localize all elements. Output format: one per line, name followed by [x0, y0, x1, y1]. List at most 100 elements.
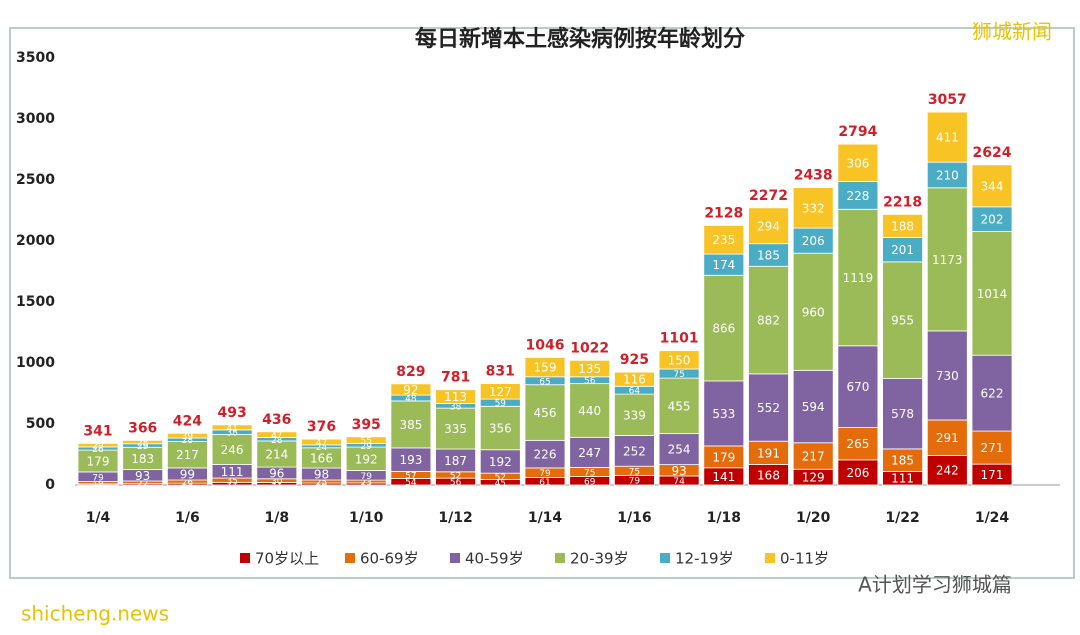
- segment-label: 217: [176, 448, 199, 462]
- segment-label: 129: [802, 471, 825, 485]
- segment-label: 79: [92, 473, 104, 483]
- segment-label: 74: [673, 477, 685, 487]
- segment-label: 150: [668, 353, 691, 367]
- x-tick-label: 1/20: [796, 510, 831, 526]
- bar-segment: [614, 435, 655, 467]
- bar-segment: [301, 438, 342, 446]
- segment-label: 28: [137, 439, 149, 449]
- segment-label: 294: [757, 219, 780, 233]
- segment-label: 45: [495, 479, 506, 489]
- total-label: 781: [441, 370, 470, 386]
- segment-label: 17: [360, 480, 371, 490]
- segment-label: 75: [584, 469, 595, 479]
- segment-label: 159: [534, 361, 557, 375]
- bar-segment: [658, 350, 700, 370]
- legend-swatch: [660, 553, 670, 563]
- segment-label: 168: [757, 468, 780, 482]
- segment-label: 29: [92, 442, 104, 452]
- segment-label: 41: [226, 424, 237, 434]
- bar-segment: [882, 377, 923, 450]
- x-tick-label: 1/18: [707, 510, 741, 526]
- bar-segment: [926, 330, 968, 421]
- segment-label: 75: [673, 370, 684, 380]
- segment-label: 47: [316, 438, 327, 448]
- segment-label: 226: [534, 448, 557, 462]
- bar-segment: [837, 208, 879, 347]
- bar-segment: [837, 143, 879, 182]
- bar-segment: [926, 419, 968, 456]
- segment-label: 22: [226, 480, 237, 490]
- total-label: 2218: [883, 194, 922, 210]
- bar-segment: [479, 405, 521, 451]
- segment-label: 52: [495, 473, 506, 483]
- segment-label: 456: [534, 406, 557, 420]
- total-label: 2272: [749, 188, 788, 204]
- y-tick-label: 3500: [16, 50, 55, 66]
- segment-label: 179: [87, 455, 110, 469]
- legend-swatch: [555, 553, 565, 563]
- segment-label: 622: [981, 387, 1004, 401]
- watermark: 狮城新闻: [972, 20, 1052, 44]
- segment-label: 79: [539, 469, 551, 479]
- legend-label: 70岁以上: [255, 550, 319, 568]
- segment-label: 30: [271, 477, 283, 487]
- legend-label: 20-39岁: [570, 550, 629, 568]
- bar-segment: [792, 442, 834, 470]
- bar-segment: [703, 274, 745, 382]
- total-label: 366: [128, 420, 157, 436]
- segment-label: 960: [802, 305, 825, 319]
- segment-label: 265: [846, 437, 869, 451]
- segment-label: 206: [802, 234, 825, 248]
- bar-segment: [971, 164, 1013, 208]
- segment-label: 24: [316, 443, 328, 453]
- bar-segment: [748, 265, 789, 375]
- segment-label: 93: [671, 464, 686, 478]
- segment-label: 116: [623, 373, 646, 387]
- segment-label: 344: [981, 179, 1004, 193]
- segment-label: 191: [757, 446, 780, 460]
- segment-label: 19: [92, 479, 104, 489]
- segment-label: 52: [450, 471, 461, 481]
- segment-label: 385: [399, 418, 422, 432]
- bar-segment: [524, 384, 566, 441]
- legend-label: 60-69岁: [360, 550, 419, 568]
- segment-label: 9: [95, 481, 101, 491]
- legend-label: 0-11岁: [780, 550, 829, 568]
- segment-label: 252: [623, 444, 646, 458]
- bar-segment: [256, 440, 298, 468]
- bar-segment: [122, 439, 164, 445]
- bar-segment: [971, 430, 1013, 465]
- segment-label: 235: [712, 233, 735, 247]
- segment-label: 214: [265, 448, 288, 462]
- bar-segment: [211, 434, 253, 465]
- bar-segment: [748, 373, 789, 442]
- total-label: 829: [396, 364, 425, 380]
- chart-title: 每日新增本土感染病例按年龄划分: [415, 26, 745, 52]
- segment-label: 111: [891, 472, 914, 486]
- total-label: 2128: [704, 205, 743, 221]
- segment-label: 955: [891, 314, 914, 328]
- total-label: 2794: [838, 124, 877, 140]
- bar-segment: [390, 383, 432, 396]
- segment-label: 356: [489, 422, 512, 436]
- segment-label: 306: [846, 156, 869, 170]
- bar-segment: [569, 359, 611, 378]
- total-label: 1101: [660, 331, 699, 347]
- segment-label: 26: [182, 478, 194, 488]
- segment-label: 185: [891, 454, 914, 468]
- segment-label: 61: [539, 478, 550, 488]
- segment-label: 28: [271, 436, 283, 446]
- segment-label: 188: [891, 219, 914, 233]
- segment-label: 65: [539, 377, 550, 387]
- bar-segment: [524, 356, 566, 378]
- segment-label: 127: [489, 385, 512, 399]
- total-label: 2624: [973, 145, 1012, 161]
- segment-label: 185: [757, 248, 780, 262]
- segment-label: 335: [444, 422, 467, 436]
- x-tick-label: 1/8: [264, 510, 289, 526]
- y-tick-label: 2000: [16, 233, 55, 249]
- bar-segment: [837, 427, 879, 461]
- total-label: 1046: [526, 337, 565, 353]
- x-tick-label: 1/4: [86, 510, 111, 526]
- segment-label: 113: [444, 390, 467, 404]
